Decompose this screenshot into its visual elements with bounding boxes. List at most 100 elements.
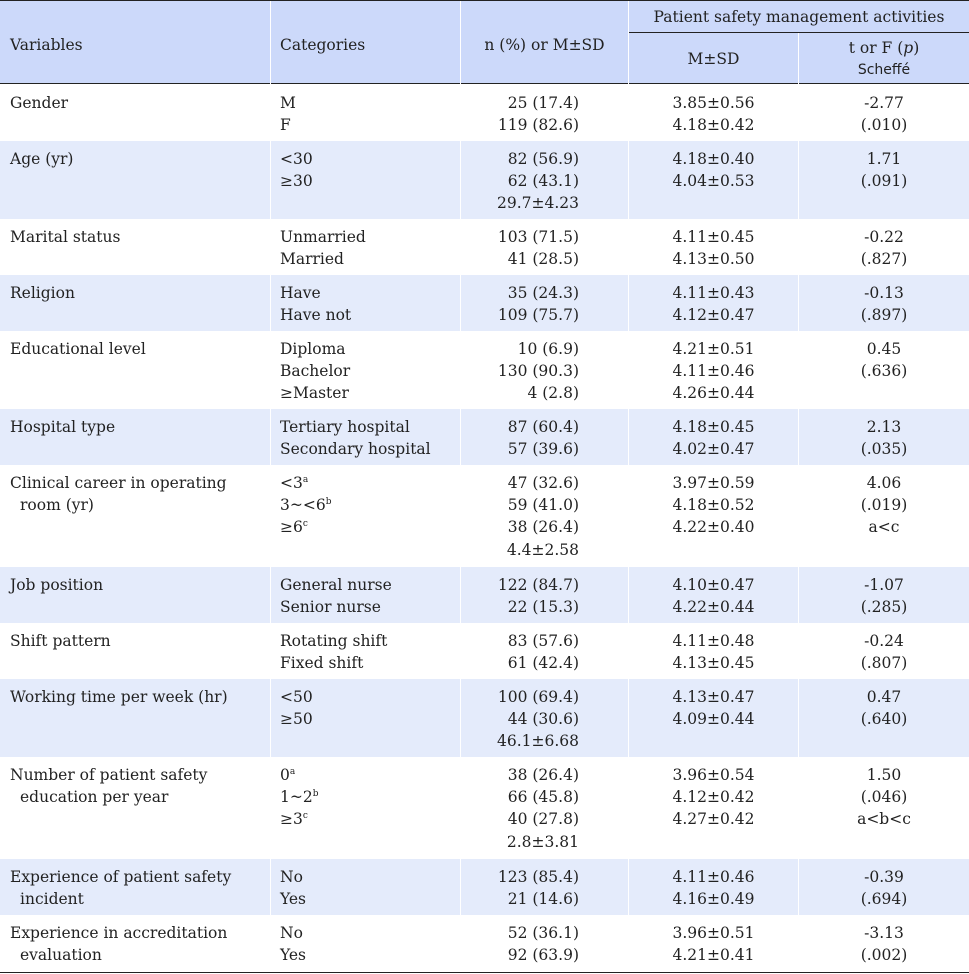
- msd-value: 4.21±0.41: [672, 946, 755, 965]
- variable-label: Number of patient safety: [10, 766, 208, 784]
- category-text: Yes: [280, 890, 307, 909]
- msd-value: 4.13±0.45: [672, 654, 755, 673]
- test-value: -0.13: [864, 284, 904, 302]
- variable-label: Hospital type: [10, 418, 116, 436]
- test-value: (.002): [860, 946, 908, 965]
- test-value: (.694): [860, 890, 908, 909]
- table-row: Job position General nurse Senior nurse 122…: [0, 567, 969, 623]
- n-pct-value: 44 (30.6): [507, 710, 579, 729]
- category-label: Yes: [280, 888, 306, 910]
- category-text: No: [280, 868, 303, 886]
- msd-value: 4.21±0.51: [672, 340, 755, 358]
- msd-value: 4.18±0.42: [672, 116, 755, 135]
- variable-label: Shift pattern: [10, 632, 111, 650]
- msd-value: 4.11±0.46: [672, 362, 755, 381]
- group-superscript: b: [325, 497, 332, 508]
- test-value: -0.22: [864, 228, 904, 246]
- test-value: (.827): [860, 250, 908, 269]
- test-value: 0.45: [866, 340, 902, 358]
- test-value: (.046): [860, 788, 908, 807]
- category-text: ≥50: [280, 710, 313, 729]
- variable-label: Job position: [10, 576, 104, 594]
- msd-value: 3.97±0.59: [672, 474, 755, 492]
- n-pct-value: 2.8±3.81: [506, 832, 579, 851]
- category-label: 1~2b: [280, 786, 318, 808]
- test-value: (.636): [860, 362, 908, 381]
- n-pct-value: 38 (26.4): [507, 766, 579, 784]
- test-value: (.035): [860, 440, 908, 459]
- msd-value: 4.02±0.47: [672, 440, 755, 459]
- variable-label: Religion: [10, 284, 75, 302]
- msd-value: 4.13±0.47: [672, 688, 755, 706]
- group-superscript: a: [302, 475, 309, 485]
- category-label: Have: [280, 282, 321, 304]
- msd-value: 4.18±0.52: [672, 496, 755, 515]
- msd-value: 4.09±0.44: [672, 710, 755, 729]
- n-pct-value: 41 (28.5): [507, 250, 579, 269]
- n-pct-value: 59 (41.0): [507, 496, 579, 515]
- msd-value: 4.11±0.45: [672, 228, 755, 246]
- header-variables: Variables: [10, 36, 83, 54]
- category-text: Yes: [280, 946, 307, 965]
- test-value: (.807): [860, 654, 908, 673]
- header-group: Patient safety management activities: [653, 8, 945, 26]
- test-value: (.010): [860, 116, 908, 135]
- msd-value: 4.22±0.40: [672, 518, 755, 537]
- test-value: 0.47: [866, 688, 902, 706]
- variable-label: education per year: [20, 788, 169, 807]
- category-text: Bachelor: [280, 362, 351, 381]
- table-row: Clinical career in operating room (yr) <3a…: [0, 465, 969, 567]
- category-label: Senior nurse: [280, 596, 381, 618]
- n-pct-value: 4 (2.8): [527, 384, 579, 403]
- n-pct-value: 29.7±4.23: [496, 194, 579, 213]
- test-value: 2.13: [866, 418, 902, 436]
- n-pct-value: 92 (63.9): [507, 946, 579, 965]
- test-value: 1.71: [866, 150, 902, 168]
- category-label: <30: [280, 148, 313, 170]
- n-pct-value: 52 (36.1): [507, 924, 579, 942]
- category-label: Married: [280, 248, 344, 270]
- category-text: 0: [280, 766, 290, 784]
- category-label: F: [280, 114, 291, 136]
- n-pct-value: 122 (84.7): [497, 576, 579, 594]
- table-row: Religion Have Have not 35 (24.3) 109 (75.7) 4…: [0, 275, 969, 331]
- msd-value: 4.13±0.50: [672, 250, 755, 269]
- table-row: Age (yr) <30 ≥30 82 (56.9) 62 (43.1) 29.7±4.2…: [0, 141, 969, 219]
- variable-label: evaluation: [20, 946, 102, 965]
- msd-value: 4.16±0.49: [672, 890, 755, 909]
- n-pct-value: 82 (56.9): [507, 150, 579, 168]
- category-text: 1~2: [280, 788, 313, 807]
- category-text: ≥3: [280, 810, 303, 829]
- msd-value: 3.96±0.51: [672, 924, 755, 942]
- header-categories: Categories: [280, 36, 366, 54]
- category-label: M: [280, 92, 296, 114]
- n-pct-value: 10 (6.9): [517, 340, 579, 358]
- n-pct-value: 87 (60.4): [507, 418, 579, 436]
- category-text: ≥6: [280, 518, 303, 537]
- category-label: <3a: [280, 472, 308, 494]
- n-pct-value: 123 (85.4): [497, 868, 579, 886]
- test-value: (.019): [860, 496, 908, 515]
- n-pct-value: 22 (15.3): [507, 598, 579, 617]
- test-value: (.091): [860, 172, 908, 191]
- category-text: Rotating shift: [280, 632, 388, 650]
- n-pct-value: 109 (75.7): [497, 306, 579, 325]
- variable-label: Working time per week (hr): [10, 688, 228, 706]
- msd-value: 4.27±0.42: [672, 810, 755, 829]
- header-msd: M±SD: [687, 50, 740, 68]
- test-value: a<b<c: [857, 810, 911, 829]
- n-pct-value: 100 (69.4): [497, 688, 579, 706]
- category-text: <50: [280, 688, 313, 706]
- variable-label: Marital status: [10, 228, 121, 246]
- category-text: ≥30: [280, 172, 313, 191]
- msd-value: 4.12±0.42: [672, 788, 755, 807]
- category-label: ≥30: [280, 170, 313, 192]
- category-label: Fixed shift: [280, 652, 363, 674]
- test-value: -0.39: [864, 868, 904, 886]
- category-label: ≥6c: [280, 516, 308, 538]
- table-header: Variables Categories n (%) or M±SD Patie…: [0, 0, 969, 85]
- category-label: 3~<6b: [280, 494, 331, 516]
- n-pct-value: 62 (43.1): [507, 172, 579, 191]
- category-text: 3~<6: [280, 496, 326, 515]
- n-pct-value: 83 (57.6): [507, 632, 579, 650]
